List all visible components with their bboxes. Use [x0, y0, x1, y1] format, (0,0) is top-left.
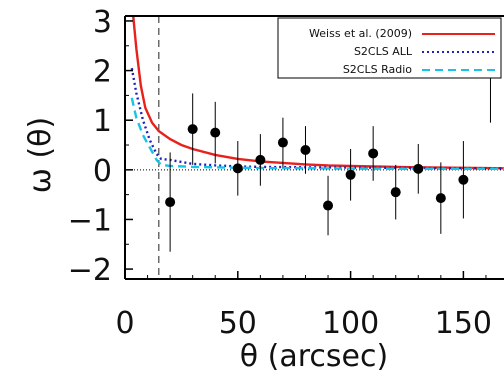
data-point-9: [368, 148, 379, 159]
y-tick-label: 2: [93, 55, 112, 90]
series-line-2: [130, 97, 504, 170]
data-point-5: [277, 137, 288, 148]
y-tick-label: −2: [68, 253, 112, 288]
data-point-7: [323, 200, 334, 211]
axis-ticks: 0 50 100 150 −2 −1 0 1 2 3: [68, 5, 492, 341]
data-point-3: [232, 163, 243, 174]
data-point-10: [390, 187, 401, 198]
data-point-6: [300, 144, 311, 155]
x-tick-label: 150: [435, 306, 492, 341]
y-tick-label: −1: [68, 203, 112, 238]
data-point-11: [413, 163, 424, 174]
data-point-12: [435, 193, 446, 204]
x-tick-label: 100: [322, 306, 379, 341]
legend-label-s2cls-radio: S2CLS Radio: [343, 63, 412, 76]
data-point-1: [187, 124, 198, 135]
y-tick-label: 1: [93, 104, 112, 139]
legend: Weiss et al. (2009) S2CLS ALL S2CLS Radi…: [277, 17, 502, 79]
y-axis-title: ω (θ): [23, 117, 58, 193]
x-axis-title: θ (arcsec): [240, 339, 388, 374]
data-point-8: [345, 169, 356, 180]
x-tick-label: 0: [115, 306, 134, 341]
data-point-4: [255, 154, 266, 165]
y-tick-label: 0: [93, 154, 112, 189]
y-tick-label: 3: [93, 5, 112, 40]
data-point-13: [458, 174, 469, 185]
series-line-1: [130, 67, 504, 170]
legend-label-s2cls-all: S2CLS ALL: [354, 45, 413, 58]
data-point-2: [210, 127, 221, 138]
data-point-0: [165, 197, 176, 208]
x-tick-label: 50: [219, 306, 257, 341]
legend-box: [277, 17, 502, 79]
legend-label-weiss: Weiss et al. (2009): [309, 27, 412, 40]
